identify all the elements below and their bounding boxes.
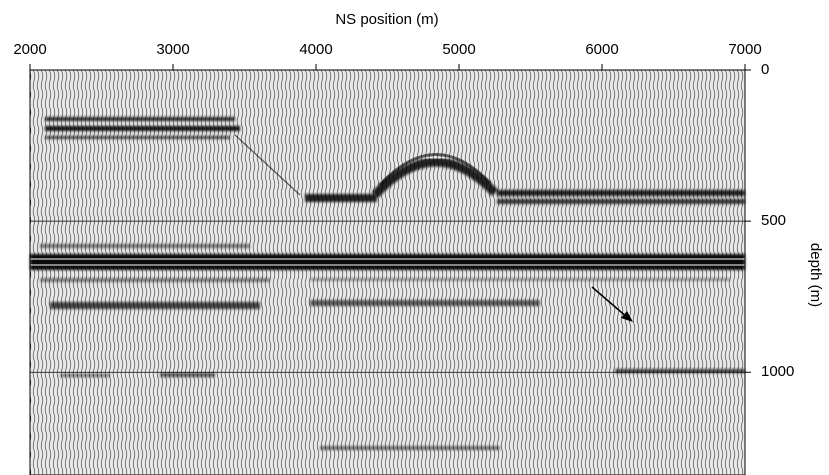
x-tick-label: 6000 (585, 41, 618, 58)
y-axis-label: depth (m) (807, 243, 824, 307)
seismic-section (30, 70, 745, 475)
x-tick-label: 7000 (728, 41, 761, 58)
x-tick-label: 5000 (442, 41, 475, 58)
x-tick-label: 4000 (299, 41, 332, 58)
y-tick-label: 500 (761, 212, 786, 229)
y-tick-label: 1000 (761, 363, 794, 380)
x-tick-label: 2000 (13, 41, 46, 58)
x-axis-label: NS position (m) (335, 11, 438, 28)
y-tick-label: 0 (761, 61, 769, 78)
x-tick-label: 3000 (156, 41, 189, 58)
